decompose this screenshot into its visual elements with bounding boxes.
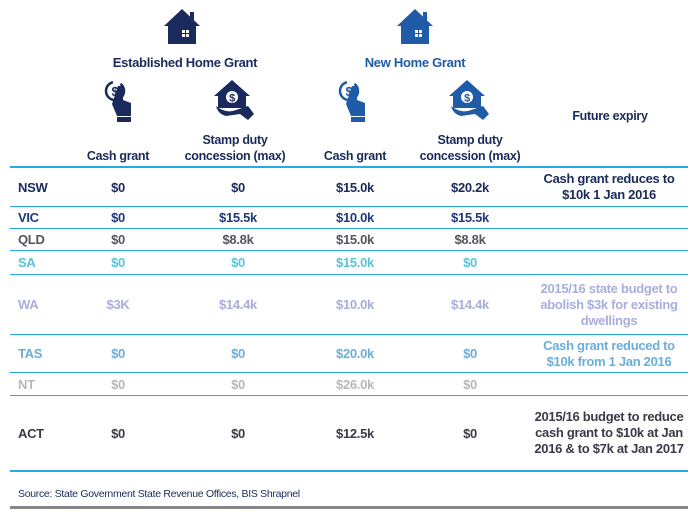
cell-est-cash: $0 xyxy=(111,376,125,392)
cell-new-stamp: $14.4k xyxy=(451,297,489,312)
col-header-new-stamp: Stamp duty concession (max) xyxy=(419,133,521,163)
cell-state: NSW xyxy=(18,179,48,195)
cell-est-stamp: $15.5k xyxy=(219,210,257,225)
cell-expiry: Cash grant reduces to $10k 1 Jan 2016 xyxy=(543,171,675,202)
header-rule xyxy=(10,166,688,168)
col-header-new-cash: Cash grant xyxy=(323,149,387,163)
cell-expiry xyxy=(530,373,688,395)
cell-new-cash: $12.5k xyxy=(336,425,374,441)
cell-new-cash: $15.0k xyxy=(336,255,374,270)
table-row: NT $0 $0 $26.0k $0 xyxy=(10,373,688,396)
cell-expiry: 2015/16 state budget to abolish $3k for … xyxy=(540,280,678,328)
cell-est-cash: $3K xyxy=(106,297,130,312)
table-row: NSW $0 $0 $15.0k $20.2k Cash grant reduces to… xyxy=(10,168,688,207)
cell-est-stamp: $14.4k xyxy=(219,297,257,312)
table-row: QLD $0 $8.8k $15.0k $8.8k xyxy=(10,229,688,251)
source-note: Source: State Government State Revenue O… xyxy=(18,488,300,500)
cell-est-cash: $0 xyxy=(111,346,125,361)
cell-state: VIC xyxy=(18,210,39,225)
cell-est-stamp: $0 xyxy=(231,376,245,392)
table-row: TAS $0 $0 $20.0k $0 Cash grant reduced to $10… xyxy=(10,335,688,373)
table-row: ACT $0 $0 $12.5k $0 2015/16 budget to reduce … xyxy=(10,396,688,470)
cell-state: NT xyxy=(18,376,35,392)
cell-state: SA xyxy=(18,255,36,270)
house-hand-icon: $ xyxy=(210,78,258,122)
cell-new-cash: $10.0k xyxy=(336,297,374,312)
house-icon xyxy=(395,7,435,45)
cell-new-stamp: $0 xyxy=(463,346,477,361)
cell-new-stamp: $8.8k xyxy=(454,232,486,247)
house-icon xyxy=(162,7,202,45)
hand-coin-icon: $ xyxy=(103,80,137,122)
cell-expiry xyxy=(530,251,688,274)
table-bottom-rule xyxy=(10,470,688,472)
cell-new-stamp: $0 xyxy=(463,425,477,441)
footer-rule xyxy=(10,506,688,509)
cell-new-cash: $15.0k xyxy=(336,179,374,195)
cell-new-cash: $26.0k xyxy=(336,376,374,392)
cell-state: TAS xyxy=(18,346,43,361)
cell-new-stamp: $20.2k xyxy=(451,179,489,195)
cell-est-cash: $0 xyxy=(111,179,125,195)
cell-state: WA xyxy=(18,297,39,312)
col-header-est-stamp: Stamp duty concession (max) xyxy=(184,133,286,163)
cell-new-stamp: $0 xyxy=(463,376,477,392)
table-row: VIC $0 $15.5k $10.0k $15.5k xyxy=(10,207,688,229)
cell-est-stamp: $0 xyxy=(231,346,245,361)
cell-est-stamp: $8.8k xyxy=(222,232,254,247)
cell-est-cash: $0 xyxy=(111,425,125,441)
col-header-est-cash: Cash grant xyxy=(86,149,150,163)
cell-est-stamp: $0 xyxy=(231,425,245,441)
cell-expiry: 2015/16 budget to reduce cash grant to $… xyxy=(534,409,684,456)
cell-state: QLD xyxy=(18,232,45,247)
cell-new-cash: $10.0k xyxy=(336,210,374,225)
cell-expiry xyxy=(530,207,688,228)
cell-est-stamp: $0 xyxy=(231,255,245,270)
cell-state: ACT xyxy=(18,425,44,441)
cell-est-cash: $0 xyxy=(111,255,125,270)
cell-new-cash: $15.0k xyxy=(336,232,374,247)
house-hand-icon: $ xyxy=(445,78,493,122)
svg-text:$: $ xyxy=(229,93,235,105)
svg-text:$: $ xyxy=(346,84,354,99)
table-row: WA $3K $14.4k $10.0k $14.4k 2015/16 state bud… xyxy=(10,275,688,335)
cell-est-cash: $0 xyxy=(111,210,125,225)
cell-est-stamp: $0 xyxy=(231,179,245,195)
cell-new-stamp: $15.5k xyxy=(451,210,489,225)
svg-text:$: $ xyxy=(464,93,470,105)
hand-coin-icon: $ xyxy=(337,80,371,122)
col-header-expiry: Future expiry xyxy=(572,109,648,123)
cell-new-stamp: $0 xyxy=(463,255,477,270)
cell-expiry: Cash grant reduced to $10k from 1 Jan 20… xyxy=(543,337,675,369)
cell-new-cash: $20.0k xyxy=(336,346,374,361)
established-home-grant-heading: Established Home Grant xyxy=(112,55,258,70)
table-row: SA $0 $0 $15.0k $0 xyxy=(10,251,688,275)
cell-expiry xyxy=(530,229,688,250)
new-home-grant-heading: New Home Grant xyxy=(364,55,466,70)
cell-est-cash: $0 xyxy=(111,232,125,247)
svg-text:$: $ xyxy=(112,84,120,99)
